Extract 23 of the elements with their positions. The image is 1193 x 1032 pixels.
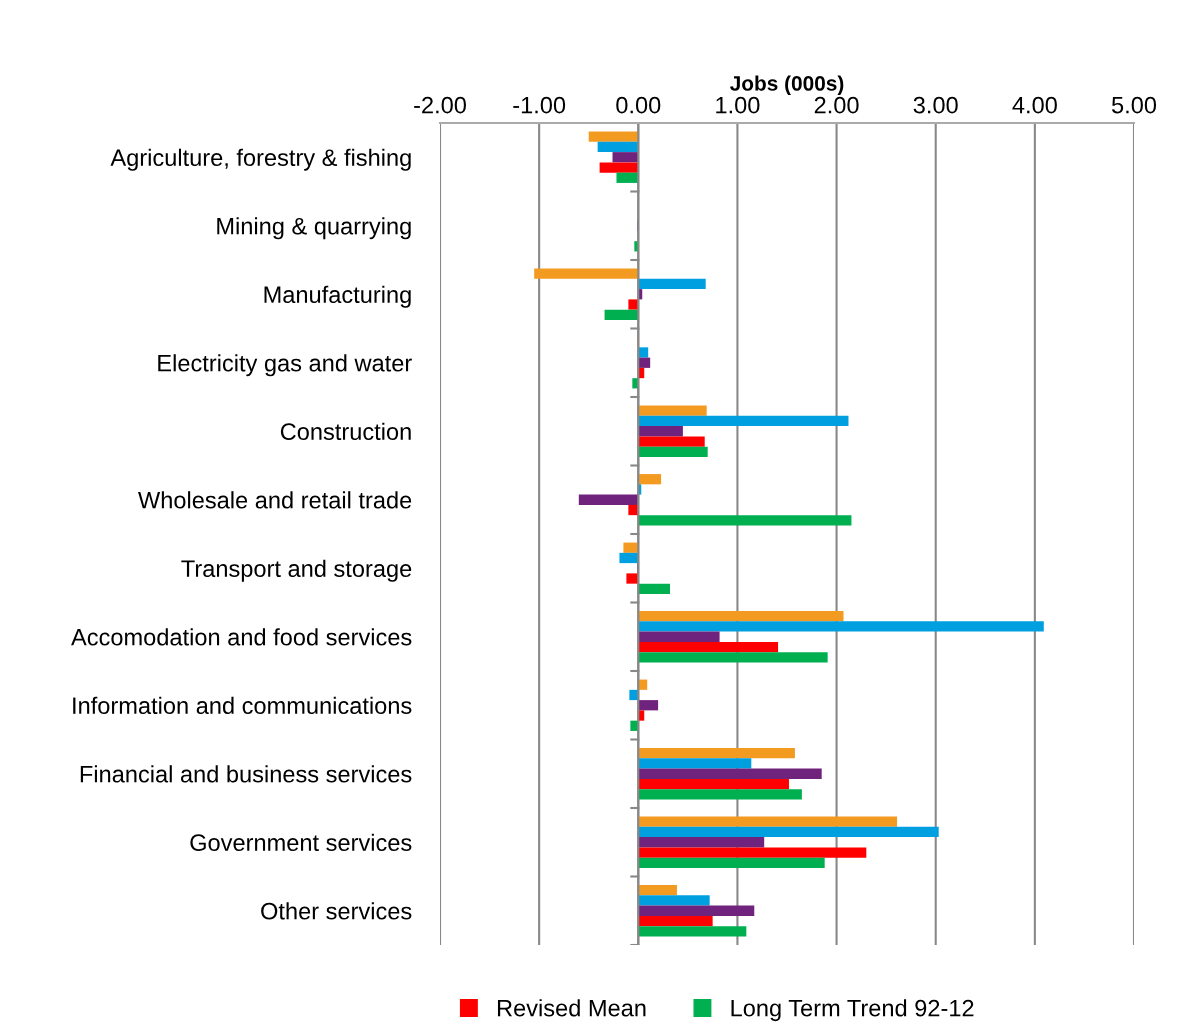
y-tick-label: Accomodation and food services [71, 628, 412, 646]
y-tick-label: Construction [280, 422, 411, 441]
x-tick-label: -1.00 [513, 96, 566, 114]
y-tick-label: Transport and storage [181, 559, 412, 582]
x-tick-label: 3.00 [913, 96, 958, 114]
y-tick-label: Information and communications [73, 696, 412, 715]
x-tick-label: 2.00 [814, 96, 859, 114]
y-tick-label: Financial and business services [80, 765, 412, 783]
x-axis-title: Jobs (000s) [730, 75, 844, 95]
y-tick-label: Other services [261, 902, 412, 920]
y-tick-label: Agriculture, forestry & fishing [110, 148, 411, 171]
legend-label: Long Term Trend 92-12 [731, 999, 974, 1022]
legend-label: Revised Mean [497, 999, 646, 1017]
y-tick-label: Mining & quarrying [217, 217, 411, 240]
x-tick-label: 4.00 [1012, 96, 1057, 114]
y-tick-label: Wholesale and retail trade [138, 491, 412, 509]
x-tick-label: 1.00 [716, 96, 760, 114]
y-tick-label: Government services [190, 833, 412, 852]
y-tick-label: Manufacturing [264, 285, 411, 308]
y-tick-label: Electricity gas and water [158, 354, 412, 377]
x-tick-label: 5.00 [1111, 96, 1157, 114]
x-tick-label: 0.00 [616, 96, 661, 114]
x-tick-label: -2.00 [414, 96, 466, 114]
